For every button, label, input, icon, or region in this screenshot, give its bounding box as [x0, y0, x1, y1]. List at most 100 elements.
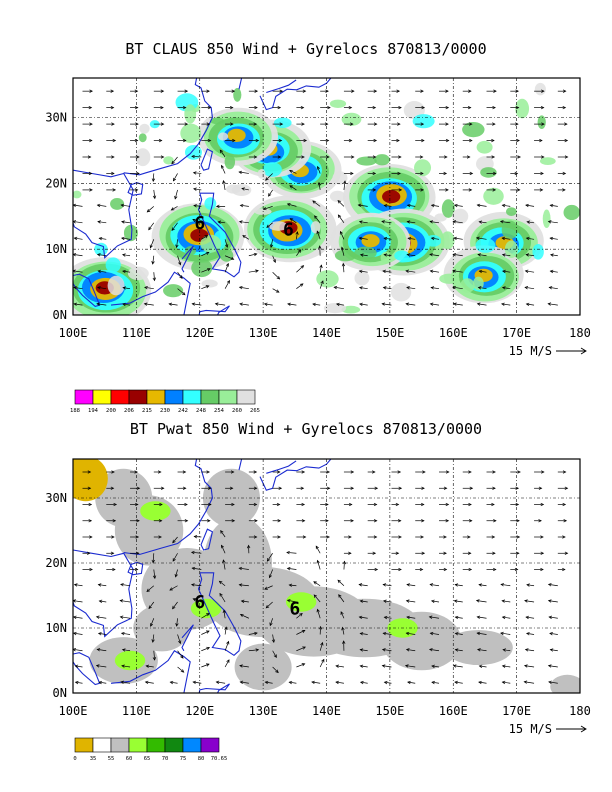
coastline [73, 273, 101, 308]
wind-arrowhead [122, 269, 126, 274]
reference-vector-label: 15 M/S [509, 344, 552, 358]
wind-arrow [121, 665, 131, 668]
wind-arrowhead [373, 519, 378, 523]
wind-arrowhead [98, 680, 103, 685]
wind-arrow [74, 237, 83, 240]
wind-arrowhead [314, 215, 318, 219]
colorbar-label: 65 [144, 756, 151, 762]
wind-arrowhead [468, 470, 472, 474]
wind-arrow [241, 600, 249, 603]
cloud-patch [139, 123, 150, 134]
wind-arrowhead [229, 486, 234, 490]
wind-arrowhead [524, 648, 529, 652]
wind-arrow [338, 594, 345, 603]
wind-arrow [175, 569, 178, 577]
wind-arrowhead [206, 613, 210, 617]
wind-arrowhead [430, 599, 435, 603]
cloud-patch [341, 112, 362, 126]
wind-arrowhead [478, 220, 483, 224]
wind-arrow [318, 182, 321, 190]
wind-arrow [176, 618, 178, 627]
wind-arrowhead [192, 598, 197, 602]
wind-arrowhead [121, 220, 125, 224]
x-tick-label: 160E [439, 326, 468, 340]
coastline [266, 460, 297, 474]
wind-arrow [218, 221, 226, 224]
wind-arrowhead [395, 551, 400, 555]
wind-arrowhead [158, 519, 163, 523]
cloud-patch [383, 220, 396, 228]
wind-arrowhead [301, 155, 305, 159]
cloud-patch [231, 184, 252, 196]
wind-arrow [223, 180, 226, 190]
wind-arrow [73, 221, 83, 224]
wind-arrow [99, 237, 107, 240]
wind-arrowhead [420, 122, 425, 126]
wind-arrowhead [246, 544, 251, 549]
wind-arrow [476, 600, 487, 603]
wind-arrow [296, 613, 303, 619]
wind-arrow [525, 270, 535, 273]
wind-arrow [548, 665, 558, 668]
wind-arrow [177, 634, 181, 644]
wind-arrowhead [469, 138, 473, 143]
wind-arrow [201, 663, 210, 668]
wind-arrow [407, 254, 416, 257]
wind-arrowhead [382, 286, 387, 290]
wind-arrow [431, 237, 440, 240]
wind-arrowhead [146, 588, 150, 593]
wind-arrowhead [397, 470, 402, 474]
x-tick-label: 150E [375, 704, 404, 718]
wind-arrowhead [169, 587, 173, 591]
wind-arrow [193, 598, 202, 603]
colorbar-swatch [110, 737, 130, 753]
coastlines [73, 78, 332, 315]
colorbar-swatch [164, 737, 184, 753]
wind-arrowhead [300, 486, 305, 490]
wind-arrowhead [477, 253, 481, 257]
wind-arrowhead [88, 502, 93, 507]
wind-arrow [153, 189, 156, 199]
wind-arrowhead [467, 105, 472, 110]
wind-arrowhead [289, 185, 293, 189]
wind-arrowhead [239, 613, 244, 617]
wind-arrowhead [191, 154, 195, 159]
wind-arrowhead [318, 625, 323, 630]
wind-arrowhead [381, 302, 386, 306]
cloud-patch [201, 279, 218, 288]
colorbar-swatch [74, 737, 94, 753]
wind-arrow [239, 584, 249, 587]
colorbar-label: 188 [70, 408, 80, 414]
wind-arrow [98, 633, 107, 635]
wind-arrow [194, 536, 202, 538]
reference-vector-arrowhead [580, 347, 587, 355]
wind-arrowhead [407, 236, 412, 241]
wind-arrowhead [191, 566, 196, 571]
wind-arrow [265, 681, 273, 684]
wind-arrowhead [452, 664, 457, 668]
wind-arrow [153, 650, 155, 660]
wind-arrowhead [98, 599, 103, 603]
y-tick-label: 30N [45, 111, 67, 125]
wind-arrow [524, 600, 535, 603]
wind-arrow [477, 649, 487, 652]
coastline [197, 192, 242, 278]
cloud-patch [356, 156, 377, 166]
wind-arrow [223, 559, 226, 570]
wind-arrow [502, 287, 511, 290]
cloud-patch [184, 145, 202, 160]
wind-arrowhead [373, 122, 378, 126]
wind-arrowhead [502, 648, 507, 652]
wind-arrow [123, 287, 131, 290]
wind-arrowhead [160, 486, 165, 490]
wind-arrowhead [492, 551, 496, 555]
wind-arrow [501, 303, 511, 306]
wind-arrowhead [372, 188, 377, 192]
wind-arrowhead [419, 567, 424, 572]
wind-arrowhead [454, 615, 459, 620]
wind-arrow [224, 641, 229, 651]
wind-arrowhead [348, 105, 353, 110]
wind-arrowhead [158, 535, 162, 539]
wind-arrowhead [178, 261, 182, 266]
wind-arrowhead [301, 663, 306, 667]
